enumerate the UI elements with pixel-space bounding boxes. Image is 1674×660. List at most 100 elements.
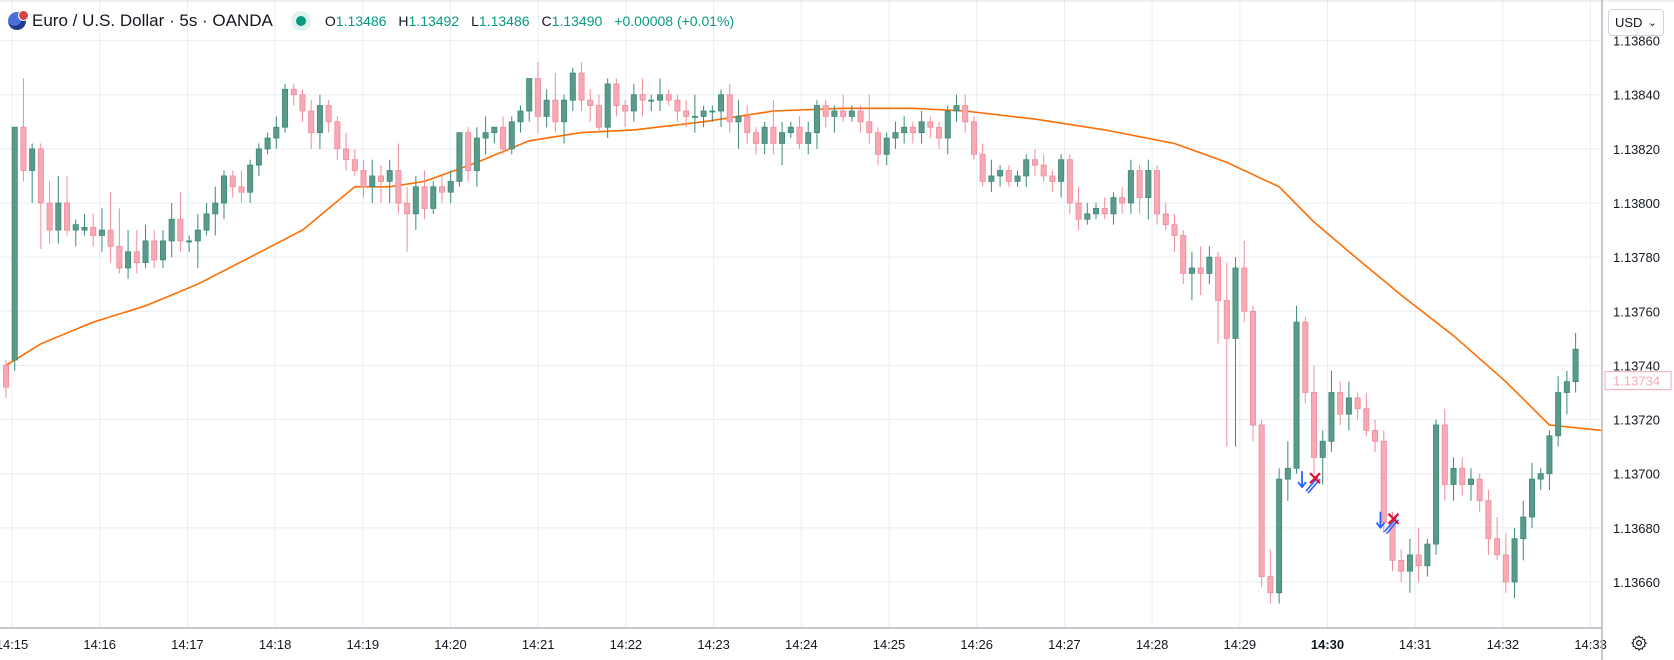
candle-body: [901, 126, 908, 134]
down-arrow-icon: [1297, 471, 1307, 489]
candle-up: [194, 213, 201, 268]
candle-body: [273, 126, 280, 139]
candle-up: [1529, 462, 1536, 528]
candle-body: [761, 126, 768, 144]
candle-body: [543, 99, 550, 117]
candle-body: [1031, 159, 1038, 166]
candle-body: [909, 126, 916, 134]
candle-up: [569, 67, 576, 111]
candle-down: [1485, 489, 1492, 555]
x-tick-label: 14:18: [259, 637, 292, 652]
candle-body: [622, 105, 629, 112]
candle-down: [744, 105, 751, 144]
candle-body: [316, 105, 323, 134]
candle-body: [1441, 424, 1448, 485]
candle-body: [360, 170, 367, 188]
candle-down: [962, 94, 969, 133]
candle-up: [779, 121, 786, 166]
x-tick-label: 14:25: [873, 637, 906, 652]
candle-down: [1119, 186, 1126, 214]
candle-body: [1014, 175, 1021, 182]
candle-up: [1284, 441, 1291, 501]
candle-body: [456, 132, 463, 182]
candle-body: [3, 365, 9, 388]
y-tick-label: 1.13760: [1613, 304, 1660, 319]
gear-icon[interactable]: [1630, 634, 1648, 652]
candle-body: [813, 105, 820, 134]
candle-up: [72, 219, 79, 247]
candle-down: [970, 116, 977, 160]
y-tick-label: 1.13800: [1613, 196, 1660, 211]
low-label: L: [471, 13, 479, 29]
candle-up: [709, 105, 716, 122]
candle-body: [796, 126, 803, 144]
candle-down: [1040, 154, 1047, 182]
x-tick-label: 14:17: [171, 637, 204, 652]
candle-body: [177, 218, 184, 242]
candle-body: [587, 99, 594, 106]
candle-body: [1284, 467, 1291, 480]
candle-down: [840, 94, 847, 122]
x-tick-label: 14:15: [0, 637, 28, 652]
candle-down: [151, 230, 158, 268]
candle-body: [290, 88, 297, 96]
candle-body: [133, 251, 140, 263]
candle-up: [1467, 468, 1474, 501]
candle-up: [220, 170, 227, 220]
candle-down: [1241, 240, 1248, 323]
candle-body: [639, 94, 646, 101]
open-value: 1.13486: [335, 13, 387, 29]
candle-down: [683, 100, 690, 128]
candle-up: [1433, 419, 1440, 555]
candle-down: [1258, 419, 1265, 588]
trade-markers: [1297, 471, 1400, 535]
candle-up: [447, 170, 454, 204]
candle-body: [718, 94, 725, 112]
candle-down: [299, 89, 306, 122]
candle-body: [116, 245, 123, 269]
candle-body: [1494, 538, 1501, 556]
candle-up: [55, 175, 62, 244]
candle-down: [404, 186, 411, 252]
candle-up: [805, 121, 812, 155]
candle-body: [1136, 170, 1143, 199]
currency-selector[interactable]: USD ⌄: [1608, 9, 1664, 36]
candle-down: [1180, 230, 1187, 285]
candle-body: [72, 224, 79, 231]
candle-up: [1520, 500, 1527, 561]
candle-body: [508, 121, 515, 150]
candle-up: [735, 100, 742, 149]
candle-body: [578, 72, 585, 101]
candle-body: [683, 110, 690, 117]
candle-up: [953, 94, 960, 122]
candle-down: [613, 78, 620, 117]
candle-body: [1450, 467, 1457, 485]
candle-body: [203, 213, 210, 231]
candle-body: [98, 229, 105, 236]
candle-body: [1005, 170, 1012, 182]
candle-body: [168, 218, 175, 242]
candle-up: [508, 116, 515, 155]
candle-down: [857, 105, 864, 133]
candle-up: [1572, 332, 1579, 393]
candle-body: [81, 226, 88, 231]
candle-body: [465, 132, 472, 171]
candle-down: [909, 121, 916, 144]
candle-up: [1058, 154, 1065, 198]
candle-down: [674, 94, 681, 122]
candle-down: [534, 62, 541, 133]
candle-down: [421, 170, 428, 220]
candle-down: [1476, 473, 1483, 512]
candle-body: [1093, 208, 1100, 215]
candle-down: [46, 181, 53, 244]
candle-up: [657, 78, 664, 111]
candle-down: [1005, 165, 1012, 187]
candle-down: [308, 100, 315, 149]
candle-down: [177, 192, 184, 252]
candle-body: [526, 78, 533, 112]
symbol-title[interactable]: Euro / U.S. Dollar · 5s · OANDA: [32, 11, 273, 30]
candle-body: [1258, 424, 1265, 577]
candles: [3, 62, 1579, 604]
candle-body: [369, 175, 376, 188]
